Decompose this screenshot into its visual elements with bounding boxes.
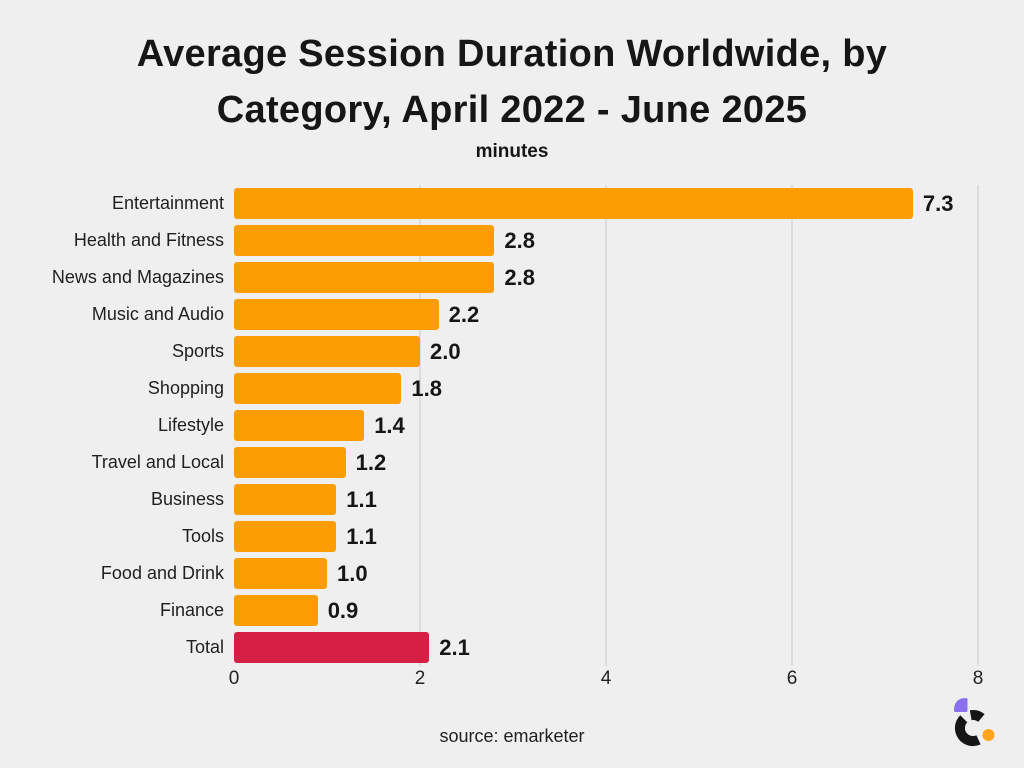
logo-c-main-segment	[954, 715, 981, 747]
bar	[234, 484, 337, 515]
category-label: News and Magazines	[51, 267, 224, 287]
value-label: 7.3	[922, 190, 954, 216]
bar	[234, 262, 495, 293]
chartr-logo-icon	[954, 698, 995, 747]
bar	[234, 521, 337, 552]
bar	[234, 410, 365, 441]
value-label: 2.8	[504, 264, 535, 290]
x-tick-label: 2	[414, 668, 426, 689]
category-label: Tools	[181, 526, 224, 546]
chart-title-line1: Average Session Duration Worldwide, by	[136, 33, 888, 75]
x-tick-label: 6	[786, 668, 798, 689]
x-tick-label: 4	[600, 668, 612, 689]
value-label: 1.8	[411, 375, 442, 401]
logo-c-top-segment	[969, 710, 985, 723]
chart-title: Average Session Duration Worldwide, by Ca…	[0, 26, 1024, 138]
logo-purple-wedge	[954, 698, 968, 712]
gridline-2	[419, 185, 421, 666]
category-label: Total	[185, 637, 224, 657]
value-label: 1.1	[346, 523, 377, 549]
bar	[234, 595, 318, 626]
category-label: Lifestyle	[157, 415, 224, 435]
bar	[234, 225, 495, 256]
value-label: 1.0	[337, 560, 368, 586]
category-label: Shopping	[147, 378, 224, 398]
gridline-4	[605, 185, 607, 666]
value-label: 2.2	[448, 301, 480, 327]
logo-orange-dot	[982, 729, 995, 741]
bar	[234, 299, 439, 330]
category-label: Finance	[159, 600, 224, 620]
source-caption: source: emarketer	[439, 726, 585, 746]
category-label: Health and Fitness	[73, 230, 224, 250]
category-label: Food and Drink	[100, 563, 224, 583]
gridline-6	[791, 185, 793, 666]
bar	[234, 336, 420, 367]
bar	[234, 188, 913, 219]
value-label: 1.1	[346, 486, 377, 512]
bar	[234, 558, 327, 589]
x-tick-label: 0	[228, 668, 240, 689]
bar	[234, 373, 402, 404]
value-label: 0.9	[327, 597, 359, 623]
bar	[234, 632, 430, 663]
value-label: 1.4	[374, 412, 405, 438]
category-label: Business	[150, 489, 224, 509]
gridline-8	[977, 185, 979, 666]
value-label: 2.8	[504, 227, 535, 253]
value-label: 2.1	[439, 634, 470, 660]
category-label: Sports	[171, 341, 224, 361]
x-tick-label: 8	[972, 668, 984, 689]
chart-title-line2: Category, April 2022 - June 2025	[216, 89, 808, 131]
bar	[234, 447, 346, 478]
category-label: Travel and Local	[91, 452, 224, 472]
value-label: 1.2	[355, 449, 387, 475]
category-label: Music and Audio	[91, 304, 224, 324]
value-label: 2.0	[430, 338, 461, 364]
chart-subtitle: minutes	[475, 141, 549, 162]
category-label: Entertainment	[111, 193, 224, 213]
